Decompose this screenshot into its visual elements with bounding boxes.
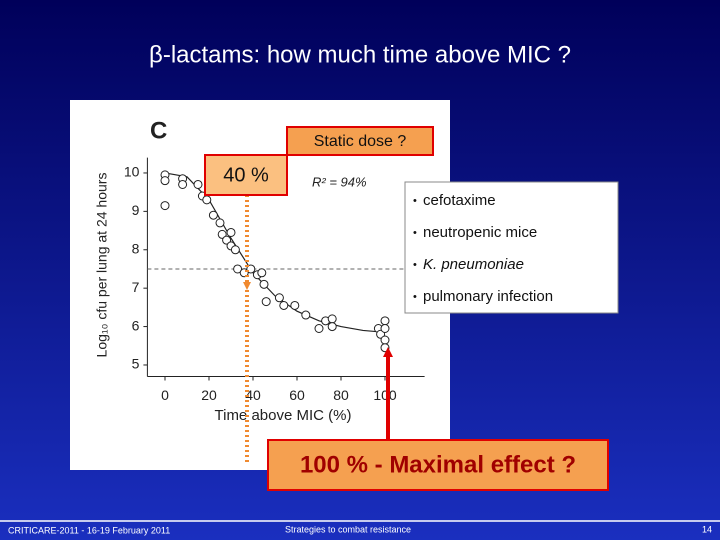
- data-point: [380, 335, 390, 345]
- page-number: 14: [702, 524, 712, 534]
- x-tick-label: 0: [161, 387, 169, 403]
- bullet-item: neutropenic mice: [423, 224, 537, 241]
- x-tick-label: 20: [201, 387, 217, 403]
- callout-box: [204, 154, 288, 196]
- data-point: [301, 310, 311, 320]
- x-axis-label: Time above MIC (%): [215, 407, 352, 424]
- data-point: [261, 297, 271, 307]
- data-point: [314, 323, 324, 333]
- footer-center: Strategies to combat resistance: [285, 524, 411, 534]
- data-point: [380, 343, 390, 353]
- data-point: [290, 300, 300, 310]
- x-tick-label: 80: [333, 387, 349, 403]
- data-point: [327, 314, 337, 324]
- x-tick-label: 40: [245, 387, 261, 403]
- data-point: [160, 176, 170, 186]
- data-point: [259, 279, 269, 289]
- callout-static: Static dose ?: [314, 133, 407, 150]
- y-tick-label: 8: [132, 240, 140, 256]
- footer-left: CRITICARE-2011 - 16-19 February 2011: [8, 525, 170, 535]
- y-tick-label: 5: [132, 356, 140, 372]
- data-point: [327, 322, 337, 332]
- data-point: [193, 179, 203, 189]
- data-point: [215, 218, 225, 228]
- callout-box: [286, 126, 434, 156]
- bullet-box: [404, 181, 619, 314]
- y-tick-label: 9: [132, 202, 140, 218]
- callout-time: 40 %: [223, 164, 269, 186]
- bullet-dot: •: [413, 259, 417, 271]
- panel-label: C: [150, 117, 167, 144]
- data-point: [380, 323, 390, 333]
- data-point: [279, 300, 289, 310]
- bullet-dot: •: [413, 195, 417, 207]
- data-point: [380, 316, 390, 326]
- data-point: [233, 264, 243, 274]
- callout-box: [267, 439, 609, 491]
- y-axis-label: Log₁₀ cfu per lung at 24 hours: [94, 173, 110, 358]
- y-tick-label: 7: [132, 279, 140, 295]
- data-point: [160, 201, 170, 211]
- data-point: [274, 293, 284, 303]
- data-point: [202, 195, 212, 205]
- data-point: [208, 210, 218, 220]
- y-tick-label: 6: [132, 317, 140, 333]
- bullet-dot: •: [413, 227, 417, 239]
- x-tick-label: 100: [373, 387, 397, 403]
- slide-title: β-lactams: how much time above MIC ?: [149, 41, 571, 68]
- bullet-dot: •: [413, 291, 417, 303]
- data-point: [178, 179, 188, 189]
- annotation: R² = 94%: [312, 174, 367, 189]
- bullet-item: K. pneumoniae: [423, 256, 524, 273]
- data-point: [230, 245, 240, 255]
- bullet-item: cefotaxime: [423, 192, 496, 209]
- y-tick-label: 10: [124, 164, 140, 180]
- bullet-item: pulmonary infection: [423, 288, 553, 305]
- data-point: [257, 268, 267, 278]
- callout-maximal: 100 % - Maximal effect ?: [300, 451, 576, 478]
- x-tick-label: 60: [289, 387, 305, 403]
- data-point: [226, 227, 236, 237]
